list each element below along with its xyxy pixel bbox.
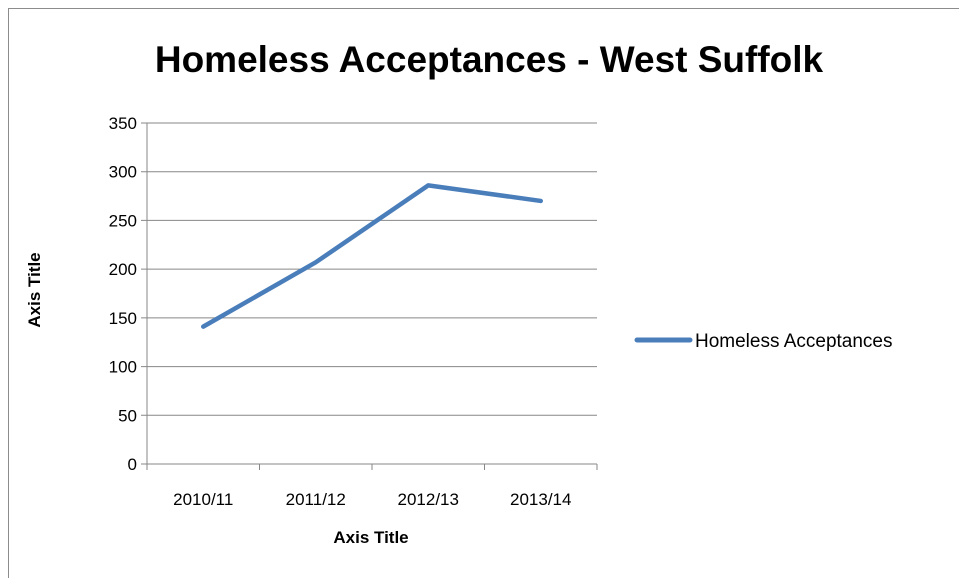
series-line <box>203 185 541 326</box>
gridlines <box>141 123 597 464</box>
y-tick-label: 150 <box>109 309 137 328</box>
chart-area: Homeless Acceptances - West Suffolk 0 50 1… <box>8 8 959 578</box>
y-tick-label: 100 <box>109 358 137 377</box>
legend: Homeless Acceptances <box>637 331 893 352</box>
x-tick-label: 2012/13 <box>398 490 459 509</box>
y-axis-title: Axis Title <box>25 252 44 327</box>
x-tick-label: 2010/11 <box>173 490 233 509</box>
y-tick-label: 50 <box>118 406 137 425</box>
y-tick-label: 0 <box>128 455 137 474</box>
y-tick-label: 250 <box>109 211 137 230</box>
y-tick-label: 350 <box>109 114 137 133</box>
x-axis-tick-labels: 2010/11 2011/12 2012/13 2013/14 <box>173 490 571 509</box>
x-axis-title: Axis Title <box>333 528 408 547</box>
y-axis-tick-labels: 0 50 100 150 200 250 300 350 <box>109 114 137 474</box>
line-chart: Homeless Acceptances - West Suffolk 0 50 1… <box>9 9 959 579</box>
x-tick-label: 2011/12 <box>286 490 346 509</box>
x-axis-tick-marks <box>147 464 597 470</box>
y-tick-label: 300 <box>109 163 137 182</box>
x-tick-label: 2013/14 <box>510 490 571 509</box>
chart-title: Homeless Acceptances - West Suffolk <box>155 39 824 80</box>
legend-label: Homeless Acceptances <box>695 331 893 352</box>
series-layer <box>203 185 541 326</box>
y-tick-label: 200 <box>109 260 137 279</box>
